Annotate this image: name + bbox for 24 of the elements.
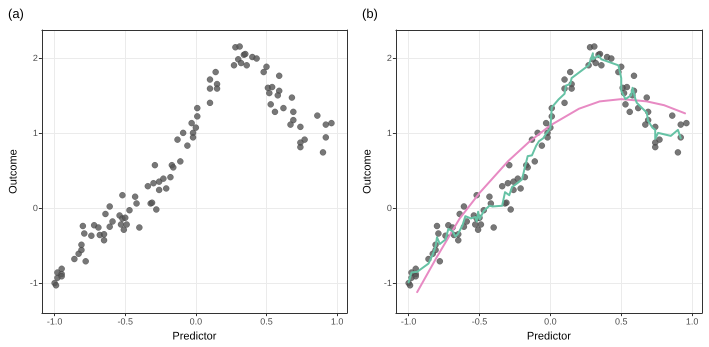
x-tick-label: 1.0	[330, 316, 344, 327]
y-tick-label: 0	[32, 202, 38, 213]
chart-title: (a)	[8, 6, 24, 21]
x-tick-label: -0.5	[117, 316, 133, 327]
y-tick-label: 0	[386, 202, 392, 213]
x-tick-label: 1.0	[686, 316, 698, 327]
x-tick-label: 0.0	[544, 316, 557, 327]
y-tick-label: -1	[384, 278, 392, 288]
x-tick-label: -1.0	[46, 316, 62, 327]
y-tick-label: 2	[32, 52, 38, 63]
x-tick-label: 0.0	[190, 316, 202, 327]
y-tick-label: 2	[386, 52, 392, 63]
x-axis-title: Predictor	[172, 330, 217, 342]
y-axis-title: Outcome	[8, 149, 20, 194]
y-tick-label: -1	[30, 278, 38, 288]
x-tick-label: 0.5	[614, 316, 628, 327]
chart-title: (b)	[362, 6, 378, 21]
x-tick-label: 0.5	[260, 316, 273, 327]
x-tick-label: -1.0	[400, 316, 416, 327]
y-axis-title: Outcome	[362, 149, 374, 194]
y-tick-label: 1	[32, 128, 38, 138]
y-tick-label: 1	[386, 128, 392, 138]
x-tick-label: -0.5	[472, 316, 488, 327]
x-axis-title: Predictor	[526, 330, 572, 342]
